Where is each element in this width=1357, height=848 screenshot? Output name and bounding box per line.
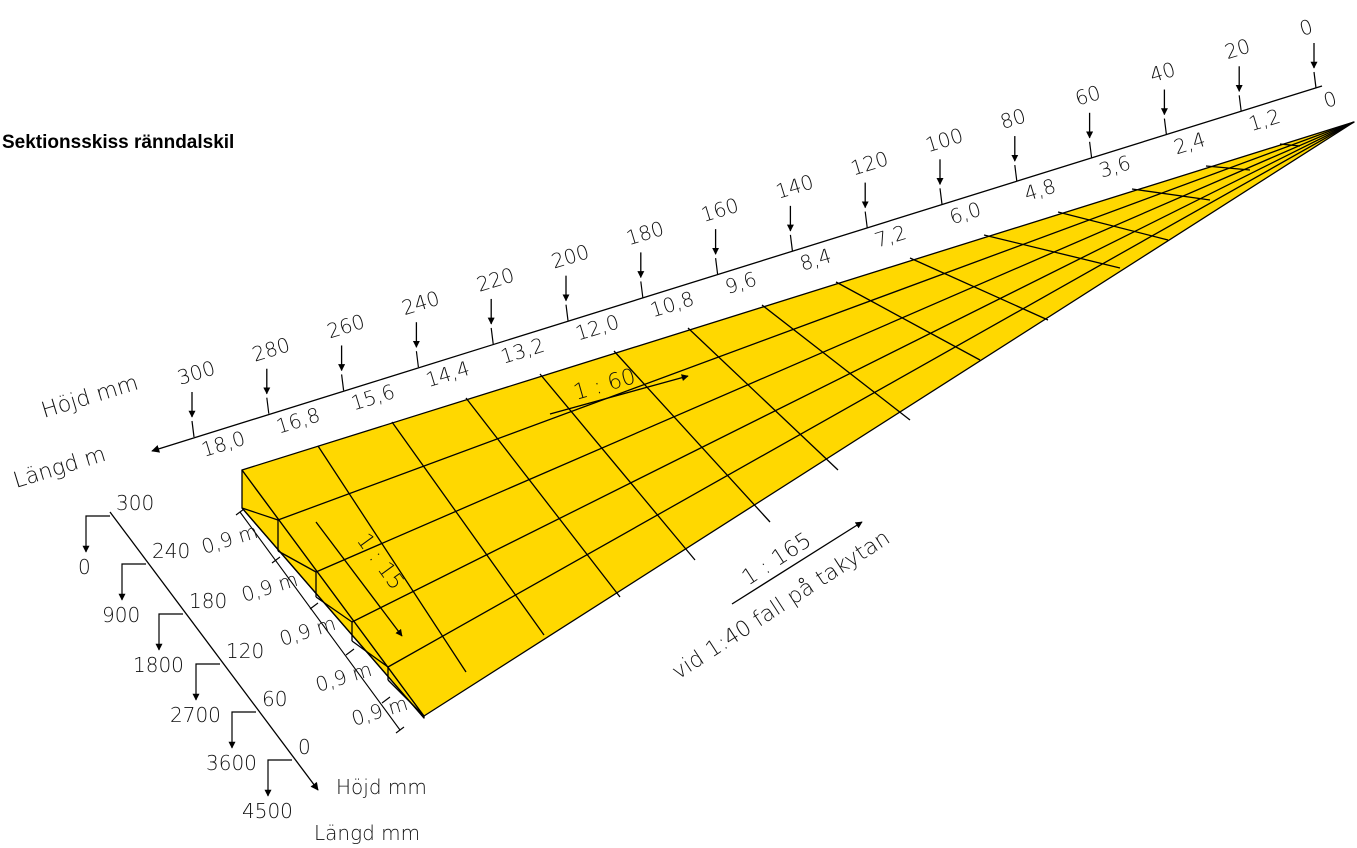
top-height-label: Höjd mm xyxy=(38,371,141,424)
grid-lines xyxy=(277,121,1355,673)
side-height-tick-label: 240 xyxy=(152,539,190,563)
width-dim-tick xyxy=(381,696,391,704)
top-height-tick-label: 240 xyxy=(399,286,443,320)
top-axis xyxy=(151,85,1323,453)
top-length-tick-label: 12,0 xyxy=(572,309,622,345)
side-length-tick-label: 2700 xyxy=(170,703,221,727)
side-axis-arrow xyxy=(82,515,110,553)
top-axis-tick xyxy=(1089,141,1093,158)
width-dim-line xyxy=(239,511,401,731)
step-lines xyxy=(241,507,425,719)
top-height-tick-label: 260 xyxy=(324,309,368,343)
side-length-label: Längd mm xyxy=(314,821,420,845)
slope-main-arrow xyxy=(731,521,863,605)
top-axis-tick xyxy=(789,234,793,251)
width-dim-tick xyxy=(395,726,405,734)
width-dim-label: 0,9 m xyxy=(276,611,338,651)
side-height-tick-label: 120 xyxy=(226,639,264,663)
side-length-tick-label: 0 xyxy=(78,555,91,579)
top-length-tick-label: 15,6 xyxy=(348,379,398,415)
slope-side-arrow xyxy=(315,521,403,637)
top-axis-tick xyxy=(341,374,345,391)
top-height-tick-label: 100 xyxy=(922,123,966,157)
side-axis xyxy=(109,511,319,791)
width-dim-tick xyxy=(309,602,319,610)
top-height-tick-label: 120 xyxy=(848,146,892,180)
top-height-tick-label: 180 xyxy=(623,216,667,250)
top-length-label: Längd m xyxy=(10,442,108,494)
width-dim-tick xyxy=(235,508,245,516)
top-axis-tick xyxy=(864,211,868,228)
top-axis-tick xyxy=(415,351,419,368)
top-height-tick-label: 80 xyxy=(997,103,1028,133)
top-axis-tick xyxy=(1238,95,1242,112)
side-axis-arrow xyxy=(192,663,220,701)
top-height-tick-label: 200 xyxy=(548,239,592,273)
side-height-tick-label: 180 xyxy=(189,589,227,613)
top-axis-tick xyxy=(939,188,943,205)
top-length-tick-label: 13,2 xyxy=(498,333,548,369)
top-axis-tick xyxy=(640,281,644,298)
side-length-tick-label: 4500 xyxy=(242,799,293,823)
width-dim-tick xyxy=(345,648,355,656)
top-length-tick-label: 18,0 xyxy=(198,426,248,462)
top-height-tick-label: 280 xyxy=(249,332,293,366)
top-length-tick-label: 10,8 xyxy=(647,286,697,322)
side-axis-ticks: 300 0 240 900 180 1800 120 2700 60 3600 0 4500 xyxy=(78,491,311,823)
side-length-tick-label: 900 xyxy=(102,603,140,627)
top-axis-tick xyxy=(266,397,270,414)
top-height-tick-label: 300 xyxy=(174,356,218,390)
top-length-tick-label: 14,4 xyxy=(423,356,473,392)
side-length-tick-label: 1800 xyxy=(133,653,184,677)
top-height-tick-label: 40 xyxy=(1147,57,1178,87)
top-axis-tick xyxy=(1313,71,1317,89)
top-axis-tick xyxy=(191,420,195,438)
top-axis-tick xyxy=(715,258,719,275)
width-dim-label: 0,9 m xyxy=(238,567,300,607)
slope-top-arrow xyxy=(549,374,689,415)
side-axis-arrow xyxy=(155,613,183,651)
width-dim-label: 0,9 m xyxy=(348,691,410,731)
top-length-tick-label: 16,8 xyxy=(273,403,323,439)
top-height-tick-label: 60 xyxy=(1072,80,1103,110)
wedge-body xyxy=(241,121,1355,719)
side-axis-arrow xyxy=(118,563,146,601)
top-height-tick-label: 20 xyxy=(1222,34,1253,64)
top-axis-tick xyxy=(565,304,569,321)
width-dim-label: 0,9 m xyxy=(312,657,374,697)
top-surface xyxy=(241,121,1355,717)
side-height-label: Höjd mm xyxy=(336,775,427,799)
top-height-tick-label: 160 xyxy=(698,193,742,227)
side-axis-arrow xyxy=(264,759,292,797)
side-axis-arrow xyxy=(228,711,256,749)
top-height-tick-label: 140 xyxy=(773,170,817,204)
side-height-tick-label: 300 xyxy=(116,491,154,515)
width-dim-label: 0,9 m xyxy=(198,519,260,559)
side-length-tick-label: 3600 xyxy=(206,751,257,775)
top-axis-tick xyxy=(1014,164,1018,182)
width-dim-tick xyxy=(271,556,281,564)
top-length-tick-label: 0 xyxy=(1320,86,1339,113)
side-height-tick-label: 60 xyxy=(262,687,287,711)
top-height-tick-label: 220 xyxy=(474,263,518,297)
top-axis-tick xyxy=(1163,118,1167,135)
top-axis-tick xyxy=(490,327,494,345)
side-height-tick-label: 0 xyxy=(298,735,311,759)
top-height-tick-label: 0 xyxy=(1296,14,1315,41)
diagram-title: Sektionsskiss ränndalskil xyxy=(2,132,235,153)
